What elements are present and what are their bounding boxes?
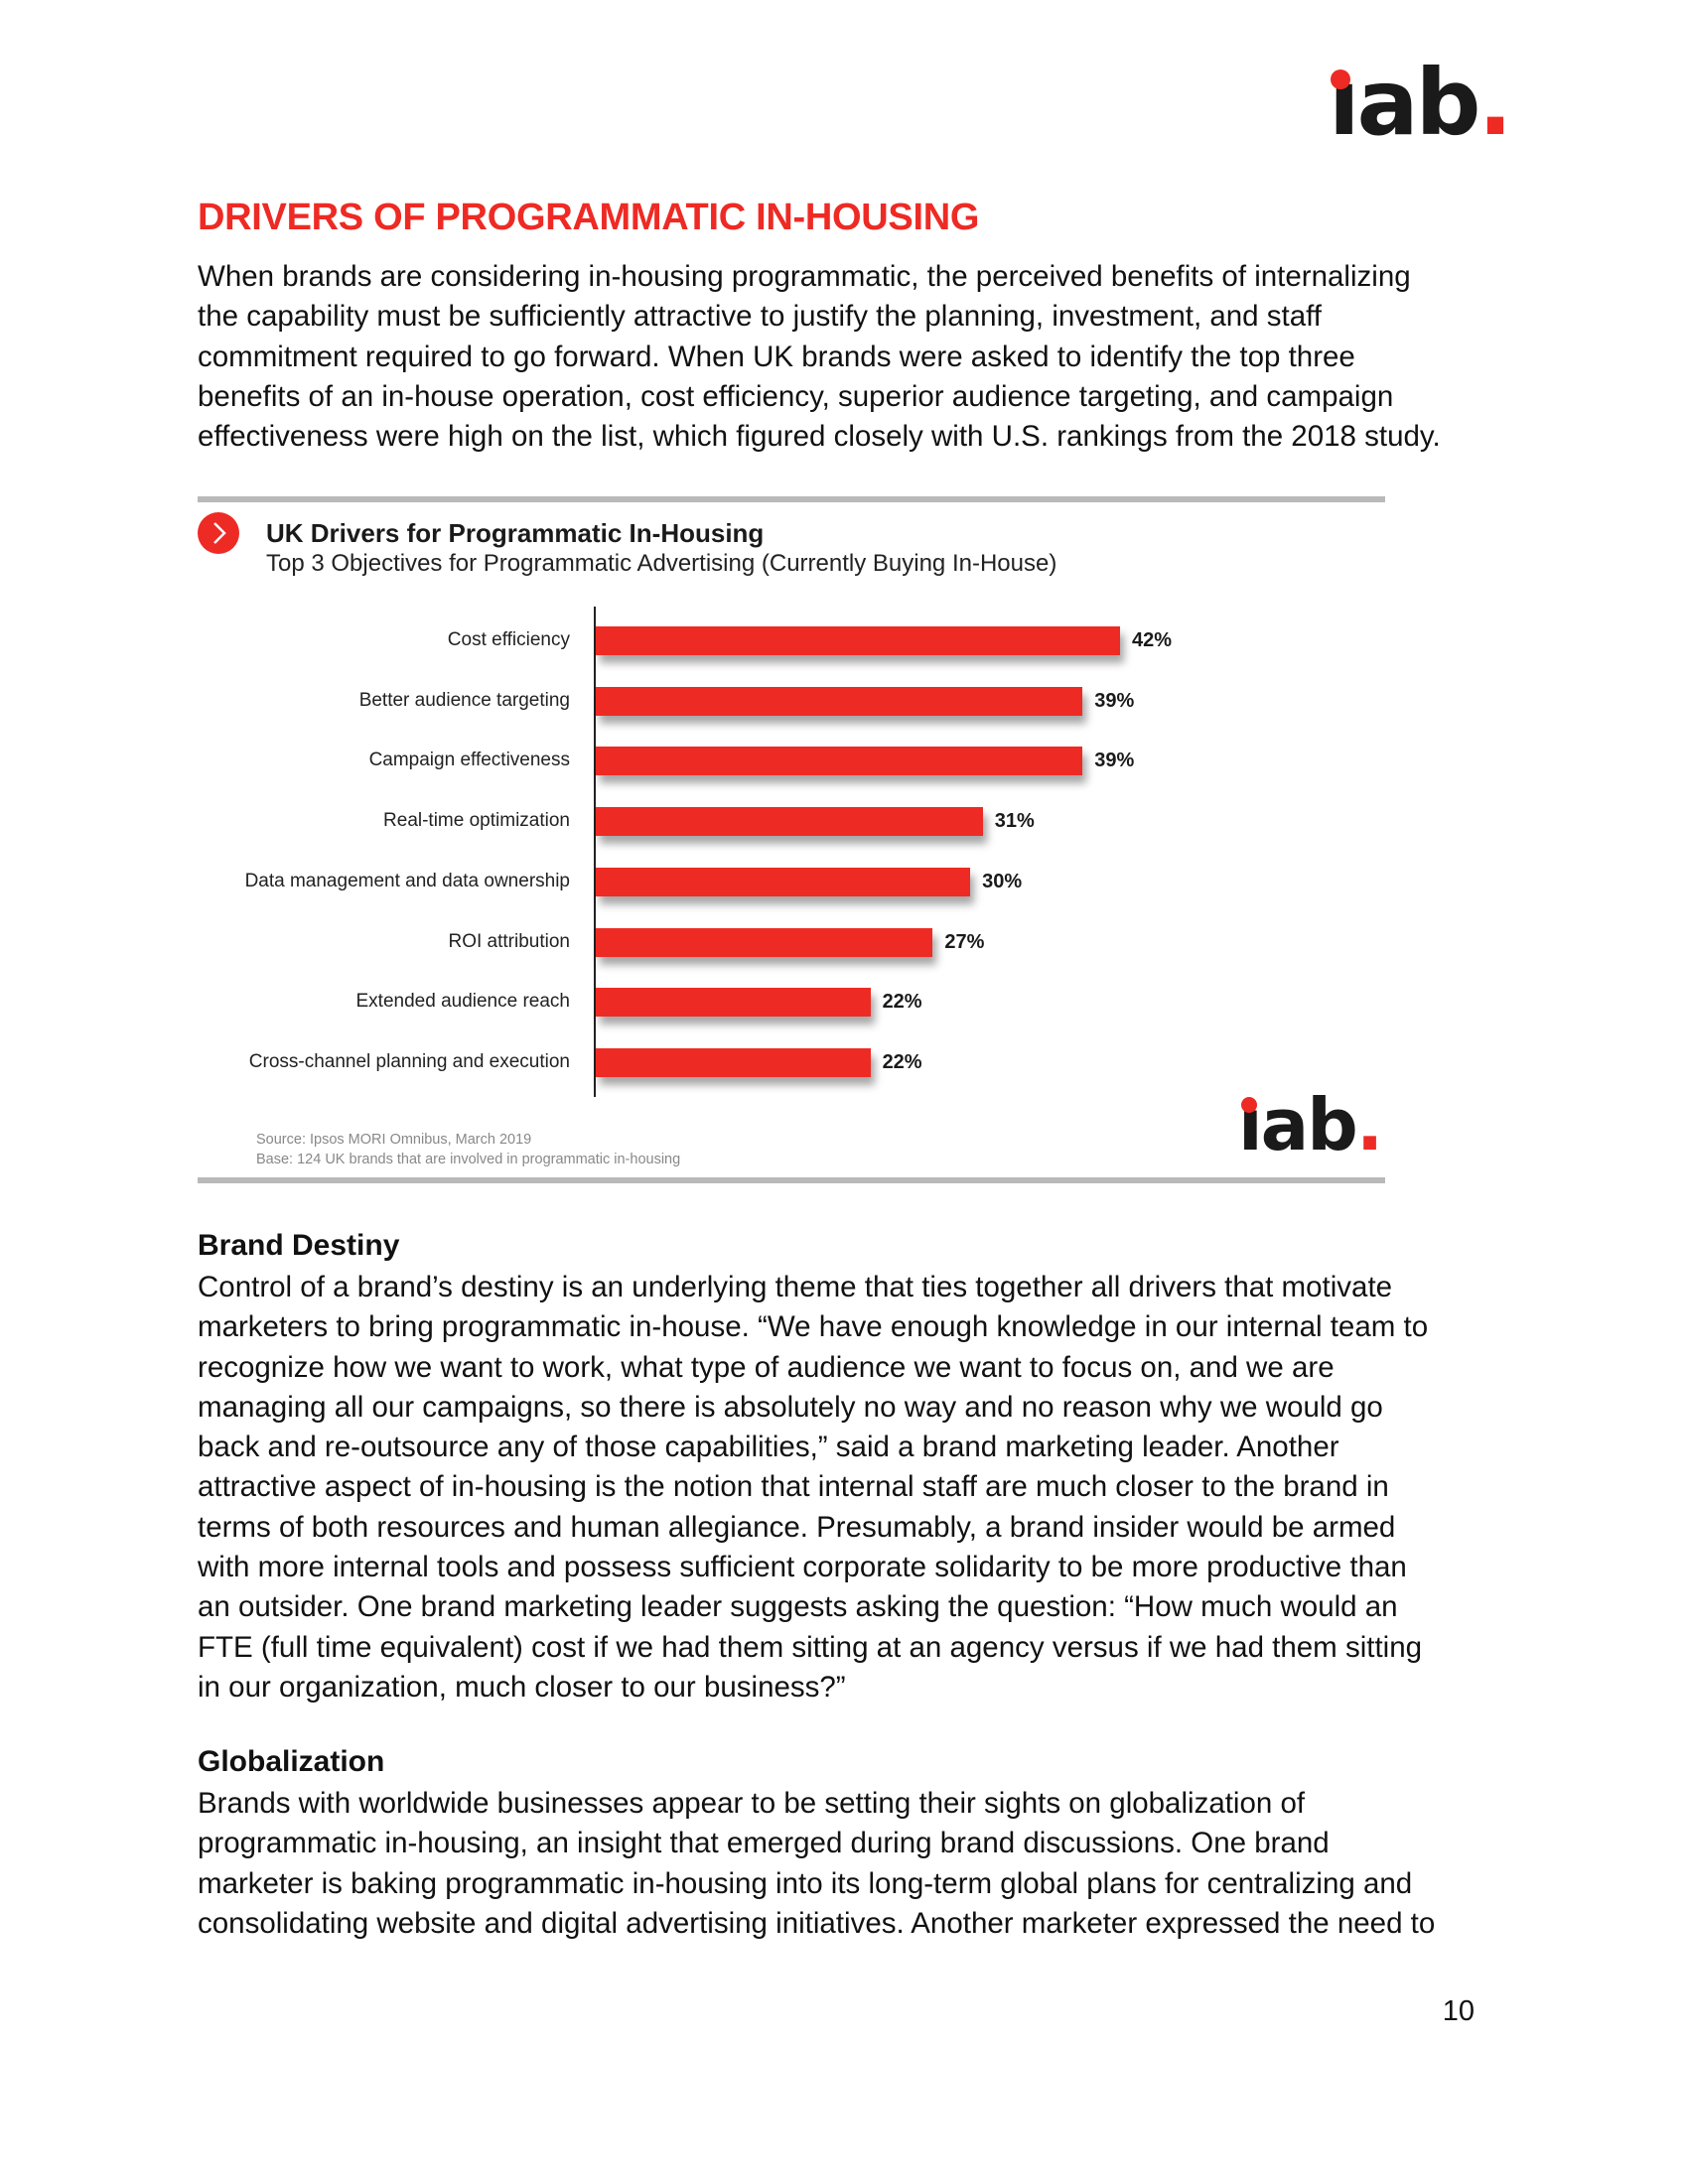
category-label: Cost efficiency (447, 629, 570, 650)
value-label: 39% (1094, 689, 1135, 712)
text-line: marketers to bring programmatic in-house… (198, 1310, 1429, 1344)
bar (596, 686, 1083, 716)
section-heading-brand-destiny: Brand Destiny (198, 1229, 400, 1262)
text-line: with more internal tools and possess suf… (198, 1551, 1407, 1584)
text-line: commitment required to go forward. When … (198, 340, 1355, 373)
text-line: an outsider. One brand marketing leader … (198, 1590, 1398, 1624)
bar (596, 626, 1120, 655)
brand-destiny-paragraph: Control of a brand’s destiny is an under… (198, 1268, 1428, 1707)
category-label: ROI attribution (448, 930, 571, 952)
category-label: Data management and data ownership (244, 870, 570, 891)
text-line: programmatic in-housing, an insight that… (198, 1827, 1330, 1860)
chevron-right-icon (198, 512, 239, 554)
category-label: Cross-channel planning and execution (248, 1050, 570, 1072)
text-line: effectiveness were high on the list, whi… (198, 420, 1441, 454)
text-line: Brands with worldwide businesses appear … (198, 1787, 1306, 1820)
text-line: consolidating website and digital advert… (198, 1906, 1436, 1940)
iab-logo: ıab. (1329, 50, 1512, 156)
category-label: Better audience targeting (358, 689, 570, 711)
globalization-paragraph: Brands with worldwide businesses appear … (198, 1784, 1435, 1944)
category-label: Real-time optimization (383, 810, 570, 832)
bar (596, 927, 933, 957)
section-heading-globalization: Globalization (198, 1745, 385, 1778)
text-line: managing all our campaigns, so there is … (198, 1390, 1383, 1424)
category-label: Extended audience reach (355, 991, 571, 1013)
value-label: 22% (882, 1050, 922, 1073)
text-line: benefits of an in-house operation, cost … (198, 379, 1394, 413)
value-label: 22% (882, 991, 922, 1014)
bar (596, 747, 1083, 776)
chart-iab-logo: ıab. (1238, 1083, 1383, 1166)
y-axis (594, 607, 596, 1097)
text-line: When brands are considering in-housing p… (198, 260, 1411, 293)
text-line: attractive aspect of in-housing is the n… (198, 1470, 1389, 1504)
base-text: Base: 124 UK brands that are involved in… (256, 1152, 681, 1167)
value-label: 42% (1132, 629, 1173, 651)
page-number: 10 (1442, 1995, 1475, 2027)
bar (596, 867, 971, 896)
category-label: Campaign effectiveness (368, 750, 570, 771)
text-line: FTE (full time equivalent) cost if we ha… (198, 1630, 1423, 1664)
chart-title: UK Drivers for Programmatic In-Housing (266, 518, 765, 548)
text-line: terms of both resources and human allegi… (198, 1510, 1396, 1544)
page-title: DRIVERS OF PROGRAMMATIC IN-HOUSING (198, 197, 980, 238)
chart-source: Source: Ipsos MORI Omnibus, March 2019 B… (256, 1130, 680, 1169)
text-line: marketer is baking programmatic in-housi… (198, 1866, 1413, 1900)
bar (596, 988, 871, 1018)
text-line: back and re-outsource any of those capab… (198, 1431, 1339, 1464)
text-line: the capability must be sufficiently attr… (198, 300, 1322, 334)
value-label: 30% (982, 870, 1023, 892)
chart-subtitle: Top 3 Objectives for Programmatic Advert… (266, 550, 1057, 577)
text-line: Control of a brand’s destiny is an under… (198, 1271, 1393, 1303)
chart-bottom-rule (198, 1177, 1385, 1183)
value-label: 31% (994, 810, 1035, 833)
chart-top-rule (198, 496, 1385, 502)
value-label: 27% (944, 930, 985, 953)
bar (596, 807, 983, 837)
text-line: in our organization, much closer to our … (198, 1670, 846, 1704)
intro-paragraph: When brands are considering in-housing p… (198, 257, 1441, 457)
value-label: 39% (1094, 750, 1135, 772)
text-line: recognize how we want to work, what type… (198, 1350, 1335, 1384)
source-text: Source: Ipsos MORI Omnibus, March 2019 (256, 1132, 532, 1148)
bar (596, 1047, 871, 1077)
